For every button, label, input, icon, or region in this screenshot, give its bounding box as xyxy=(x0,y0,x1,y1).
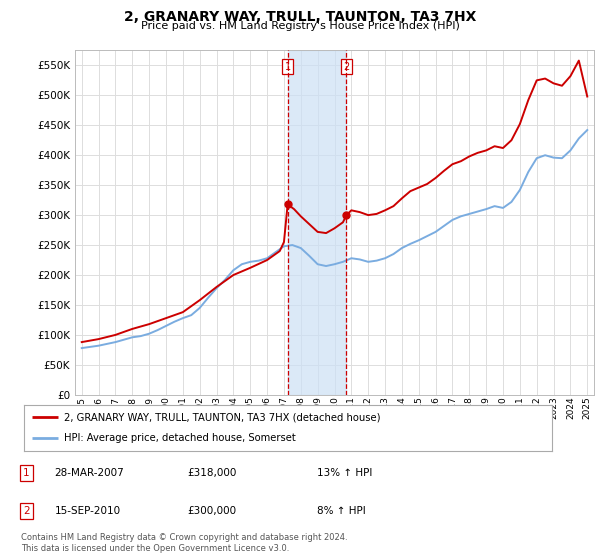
Text: £318,000: £318,000 xyxy=(187,468,236,478)
Text: 2, GRANARY WAY, TRULL, TAUNTON, TA3 7HX: 2, GRANARY WAY, TRULL, TAUNTON, TA3 7HX xyxy=(124,10,476,24)
Text: 28-MAR-2007: 28-MAR-2007 xyxy=(55,468,124,478)
Text: 13% ↑ HPI: 13% ↑ HPI xyxy=(317,468,372,478)
Text: Price paid vs. HM Land Registry's House Price Index (HPI): Price paid vs. HM Land Registry's House … xyxy=(140,21,460,31)
Text: Contains HM Land Registry data © Crown copyright and database right 2024.
This d: Contains HM Land Registry data © Crown c… xyxy=(21,533,347,553)
Text: 2, GRANARY WAY, TRULL, TAUNTON, TA3 7HX (detached house): 2, GRANARY WAY, TRULL, TAUNTON, TA3 7HX … xyxy=(64,412,380,422)
Text: 1: 1 xyxy=(23,468,30,478)
Text: HPI: Average price, detached house, Somerset: HPI: Average price, detached house, Some… xyxy=(64,433,295,444)
Text: 15-SEP-2010: 15-SEP-2010 xyxy=(55,506,121,516)
Text: 8% ↑ HPI: 8% ↑ HPI xyxy=(317,506,365,516)
Text: 2: 2 xyxy=(23,506,30,516)
Text: £300,000: £300,000 xyxy=(187,506,236,516)
Text: 2: 2 xyxy=(343,62,350,72)
Bar xyxy=(287,50,346,395)
Text: 1: 1 xyxy=(284,62,291,72)
